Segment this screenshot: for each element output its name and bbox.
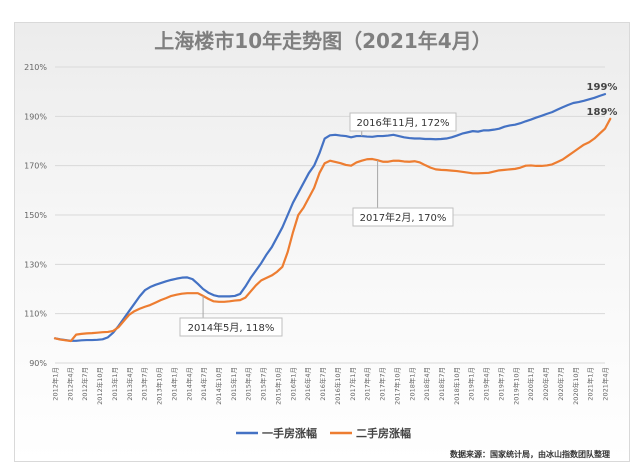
legend-label-1: 一手房涨幅 [262,426,317,440]
y-tick-label: 90% [29,359,47,368]
x-tick-label: 2018年1月 [407,367,416,401]
x-tick-label: 2019年1月 [467,367,476,401]
x-tick-label: 2013年10月 [155,367,164,405]
x-tick-label: 2016年10月 [333,367,342,405]
x-tick-label: 2020年7月 [556,367,565,401]
y-tick-label: 150% [24,211,47,220]
y-tick-label: 110% [24,310,47,319]
y-tick-label: 210% [24,63,47,72]
annotation-label: 2017年2月, 170% [360,211,447,224]
x-tick-label: 2017年1月 [348,367,357,401]
x-tick-label: 2012年10月 [95,367,104,405]
chart-title: 上海楼市10年走势图（2021年4月） [154,29,491,53]
chart-panel [14,22,630,462]
x-tick-label: 2012年7月 [80,367,89,401]
gridlines [55,66,605,364]
x-tick-label: 2016年4月 [303,367,312,401]
x-tick-label: 2017年7月 [378,367,387,401]
x-tick-label: 2017年10月 [392,367,401,405]
x-tick-label: 2014年7月 [199,367,208,401]
end-labels: 199% 189% [587,82,618,118]
x-tick-label: 2019年10月 [511,367,520,405]
x-tick-label: 2018年4月 [422,367,431,401]
x-tick-label: 2014年1月 [169,367,178,401]
x-tick-label: 2014年10月 [214,367,223,405]
x-tick-label: 2013年4月 [125,367,134,401]
source-note: 数据来源：国家统计局，由冰山指数团队整理 [450,449,610,459]
x-tick-label: 2013年7月 [140,367,149,401]
series-line-2 [53,117,612,343]
legend: 一手房涨幅 二手房涨幅 [236,426,411,440]
x-tick-label: 2015年1月 [229,367,238,401]
series-lines [53,93,612,343]
x-tick-label: 2019年4月 [482,367,491,401]
x-tick-label: 2019年7月 [496,367,505,401]
y-tick-label: 190% [24,112,47,121]
x-tick-label: 2015年10月 [273,367,282,405]
annotation-label: 2014年5月, 118% [188,321,275,334]
series-line-1 [53,93,607,342]
x-tick-label: 2020年10月 [571,367,580,405]
x-tick-label: 2012年1月 [51,367,60,401]
x-tick-label: 2016年7月 [318,367,327,401]
x-tick-label: 2020年4月 [541,367,550,401]
x-tick-label: 2017年4月 [363,367,372,401]
x-tick-label: 2016年1月 [288,367,297,401]
x-tick-label: 2018年10月 [452,367,461,405]
annotation-box [352,207,454,227]
x-axis: 2012年1月 2012年4月 2012年7月 2012年10月 2013年1月 2013… [51,367,610,405]
annotation-box [349,112,457,132]
x-tick-label: 2015年7月 [259,367,268,401]
x-tick-label: 2021年4月 [601,367,610,401]
y-tick-label: 130% [24,260,47,269]
legend-label-2: 二手房涨幅 [356,426,411,440]
x-tick-label: 2012年4月 [65,367,74,401]
x-tick-label: 2018年7月 [437,367,446,401]
annotation-box [179,317,283,337]
end-label-1: 199% [587,82,618,93]
y-tick-label: 170% [24,162,47,171]
x-tick-label: 2021年1月 [586,367,595,401]
y-axis: 90% 110% 130% 150% 170% 190% 210% [24,63,47,368]
x-tick-label: 2020年1月 [526,367,535,401]
annotation-label: 2016年11月, 172% [356,116,449,129]
annotations: 2016年11月, 172% 2017年2月, 170% 2014年5月, 118% [179,112,457,337]
x-tick-label: 2013年1月 [110,367,119,401]
x-tick-label: 2014年4月 [184,367,193,401]
x-tick-label: 2015年4月 [244,367,253,401]
end-label-2: 189% [587,107,618,118]
